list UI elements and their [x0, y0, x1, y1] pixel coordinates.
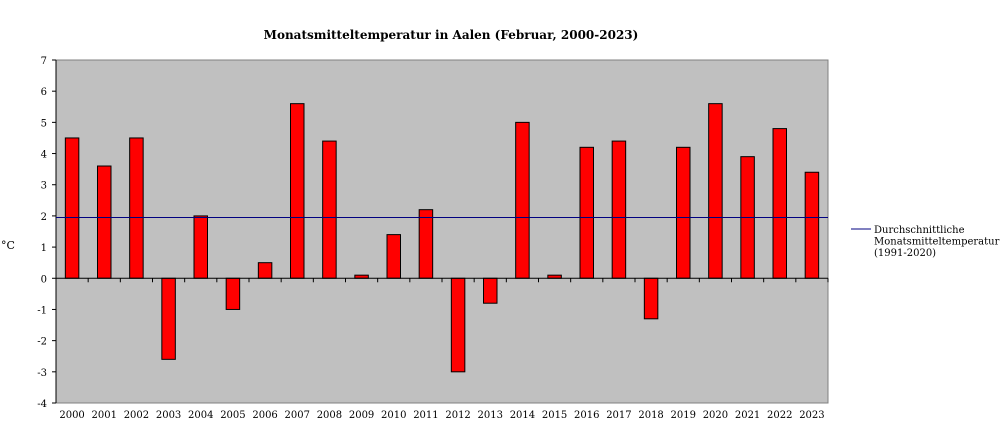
chart-title: Monatsmitteltemperatur in Aalen (Februar… — [264, 28, 639, 42]
x-tick-label: 2015 — [542, 410, 567, 421]
bar — [483, 277, 498, 304]
y-tick-label: -4 — [37, 399, 47, 410]
y-tick-label: 7 — [41, 56, 47, 67]
x-tick-label: 2006 — [252, 410, 277, 421]
x-tick-label: 2013 — [478, 410, 503, 421]
x-tick-label: 2014 — [510, 410, 535, 421]
plot-area — [55, 59, 829, 404]
bar — [772, 128, 787, 279]
legend: DurchschnittlicheMonatsmitteltemperatur(… — [851, 225, 1000, 259]
y-tick-label: 6 — [41, 87, 47, 98]
y-tick-label: -3 — [37, 368, 47, 379]
bar — [676, 146, 691, 279]
x-tick-label: 2008 — [317, 410, 342, 421]
y-tick-label: -1 — [37, 305, 47, 316]
y-tick-label: 0 — [41, 274, 47, 285]
x-tick-label: 2012 — [445, 410, 470, 421]
x-tick-label: 2017 — [606, 410, 631, 421]
x-tick-label: 2016 — [574, 410, 599, 421]
x-tick-label: 2010 — [381, 410, 406, 421]
x-tick-label: 2019 — [671, 410, 696, 421]
x-tick-label: 2000 — [59, 410, 84, 421]
bar — [611, 140, 627, 279]
x-tick-label: 2021 — [735, 410, 760, 421]
legend-label-line: Durchschnittliche — [874, 225, 965, 236]
y-tick-label: 4 — [41, 150, 47, 161]
y-axis: -4 -3 -2 -1 0 1 2 3 4 5 6 7 — [37, 56, 57, 410]
x-tick-label: 2007 — [285, 410, 310, 421]
x-tick-label: 2004 — [188, 410, 213, 421]
y-tick-label: 3 — [41, 181, 47, 192]
bar — [225, 277, 241, 310]
bar — [129, 137, 144, 279]
bar — [290, 103, 305, 279]
bar — [418, 209, 434, 279]
x-tick-label: 2002 — [124, 410, 149, 421]
y-axis-label: °C — [1, 239, 15, 252]
bar — [386, 234, 401, 279]
bar — [515, 121, 530, 279]
bar — [161, 277, 176, 360]
y-tick-label: 2 — [41, 212, 47, 223]
x-tick-label: 2005 — [220, 410, 245, 421]
bar — [450, 277, 466, 373]
legend-label-line: Monatsmitteltemperatur — [874, 237, 1000, 248]
x-tick-label: 2011 — [413, 410, 438, 421]
y-tick-label: 5 — [41, 118, 47, 129]
legend-label-line: (1991-2020) — [874, 248, 936, 259]
x-tick-label: 2003 — [156, 410, 181, 421]
bar — [257, 262, 273, 279]
x-tick-label: 2009 — [349, 410, 374, 421]
x-tick-label: 2001 — [92, 410, 117, 421]
bar — [804, 171, 820, 279]
bar — [64, 137, 80, 279]
x-tick-label: 2020 — [703, 410, 728, 421]
bar — [643, 277, 659, 320]
y-tick-label: 1 — [41, 243, 47, 254]
bar — [193, 215, 208, 279]
x-tick-label: 2022 — [767, 410, 792, 421]
bar — [708, 103, 723, 279]
x-tick-label: 2018 — [638, 410, 663, 421]
bar — [322, 140, 337, 279]
x-axis: 2000 2001 2002 2003 2004 2005 2006 2007 2008 2009… — [55, 277, 829, 421]
x-tick-label: 2023 — [799, 410, 824, 421]
bar — [97, 165, 112, 279]
y-tick-label: -2 — [37, 337, 47, 348]
bar — [579, 146, 594, 279]
